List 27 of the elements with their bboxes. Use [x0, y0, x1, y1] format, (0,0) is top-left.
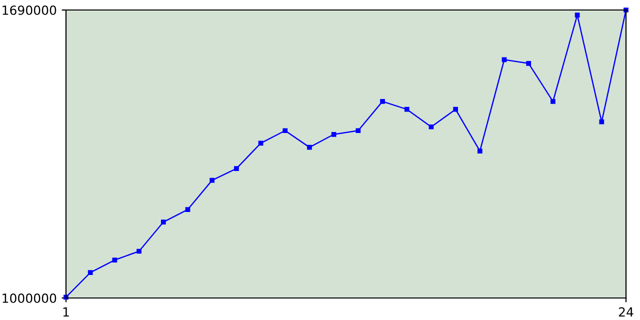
y-tick-label: 1690000: [2, 5, 56, 15]
point: [380, 98, 385, 104]
point: [453, 106, 458, 112]
point: [307, 144, 312, 150]
point: [331, 132, 336, 137]
point: [356, 128, 361, 134]
y-tick-label: 1000000: [2, 293, 56, 303]
point: [599, 119, 604, 124]
point: [234, 166, 239, 172]
point: [526, 60, 532, 66]
point: [428, 124, 434, 130]
point: [502, 57, 507, 62]
point: [136, 248, 142, 254]
point: [550, 98, 556, 104]
point: [258, 140, 264, 146]
point: [404, 106, 410, 112]
point: [574, 12, 580, 18]
x-tick-label: 24: [618, 307, 634, 317]
point: [477, 148, 482, 154]
point: [185, 207, 190, 212]
point: [624, 8, 628, 12]
x-tick-label: 1: [63, 307, 69, 317]
point: [282, 128, 288, 134]
point: [88, 270, 93, 275]
point: [112, 258, 118, 262]
point: [210, 178, 215, 183]
point: [160, 220, 166, 224]
